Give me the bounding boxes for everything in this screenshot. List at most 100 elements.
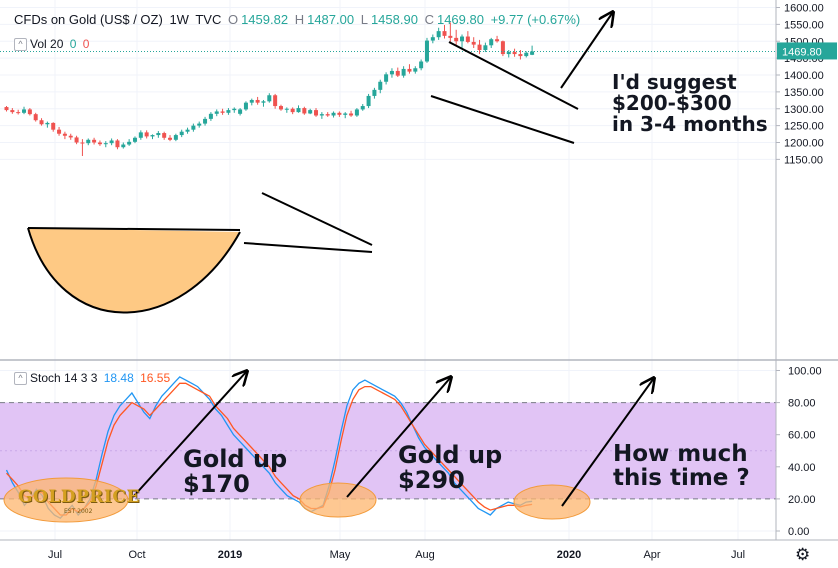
cup-rim: [27, 227, 241, 231]
candle-body: [197, 123, 202, 126]
candle-body: [191, 125, 196, 130]
price-tick-label: 1250.00: [784, 121, 824, 133]
up1-line-1: Gold up: [183, 445, 288, 473]
candle-body: [401, 68, 406, 76]
symbol-title[interactable]: CFDs on Gold (US$ / OZ): [14, 12, 163, 27]
how-much-annotation: How much this time ?: [613, 442, 750, 490]
candle-body: [354, 109, 359, 116]
highlight-ellipse: [3, 477, 129, 523]
candle-body: [214, 111, 219, 114]
candle-body: [27, 109, 32, 115]
time-tick-label: Jul: [731, 549, 745, 561]
flag-trendline: [430, 95, 575, 144]
time-tick-label: Aug: [415, 549, 435, 561]
price-axis-bg: [776, 0, 838, 568]
howmuch-line-1: How much: [613, 441, 748, 467]
candle-body: [337, 112, 342, 115]
arrow: [560, 12, 613, 89]
stoch-label[interactable]: Stoch 14 3 3: [30, 371, 98, 385]
candle-body: [506, 52, 511, 55]
price-tick-label: 1300.00: [784, 104, 824, 116]
collapse-icon[interactable]: ^: [14, 38, 27, 52]
candle-body: [162, 133, 167, 138]
gear-icon[interactable]: ⚙: [795, 545, 811, 564]
candle-body: [179, 131, 184, 136]
candle-body: [249, 99, 254, 103]
candle-body: [454, 37, 459, 42]
stoch-tick-label: 100.00: [788, 366, 822, 378]
candle-body: [80, 142, 85, 144]
candle-body: [273, 95, 278, 107]
flag-trendline: [261, 192, 373, 246]
candle-body: [378, 81, 383, 90]
stoch-k-value: 18.48: [103, 371, 134, 385]
candle-body: [92, 139, 97, 143]
cup-curve: [27, 227, 241, 314]
candle-body: [127, 141, 132, 145]
low-label: L: [360, 12, 368, 27]
candle-body: [349, 113, 354, 116]
candle-body: [261, 101, 266, 103]
up1-line-2: $170: [183, 470, 250, 499]
price-tick-label: 1200.00: [784, 138, 824, 150]
candle-body: [530, 51, 535, 55]
candle-body: [471, 41, 476, 45]
change-value: +9.77 (+0.67%): [490, 12, 581, 27]
exchange-label: TVC: [195, 12, 222, 27]
cup-shape: [27, 227, 241, 314]
candle-body: [325, 114, 330, 116]
candle-body: [331, 112, 336, 116]
highlight-ellipse: [513, 484, 591, 520]
candle-body: [413, 68, 418, 72]
volume-label[interactable]: Vol 20: [30, 37, 64, 51]
candle-body: [203, 118, 208, 124]
candle-body: [483, 45, 488, 51]
candle-body: [319, 114, 324, 116]
candle-body: [4, 107, 9, 111]
candle-body: [389, 70, 394, 75]
cup-fill: [28, 228, 240, 313]
candle-body: [308, 110, 313, 114]
price-tick-label: 1150.00: [784, 154, 823, 166]
low-value: 1458.90: [370, 12, 418, 27]
collapse-icon[interactable]: ^: [14, 372, 27, 386]
candle-body: [290, 108, 295, 113]
gold-up-170-annotation: Gold up $170: [183, 445, 288, 499]
highlight-ellipse: [299, 482, 377, 518]
volume-value-2: 0: [82, 37, 90, 51]
close-label: C: [424, 12, 434, 27]
candle-body: [395, 70, 400, 76]
suggestion-annotation: I'd suggest $200-$300 in 3-4 months: [612, 72, 768, 135]
candle-body: [132, 137, 137, 142]
candle-body: [97, 142, 102, 145]
last-price-label: 1469.80: [782, 46, 822, 58]
candle-body: [45, 122, 50, 125]
candle-body: [57, 129, 62, 134]
time-tick-label: 2020: [557, 549, 581, 561]
candle-body: [121, 144, 126, 148]
interval-label[interactable]: 1W: [169, 12, 189, 27]
chart-header: CFDs on Gold (US$ / OZ) 1W TVC O 1459.82 …: [14, 12, 583, 27]
flag-trendline: [243, 242, 373, 253]
time-tick-label: Jul: [48, 549, 62, 561]
time-tick-label: Oct: [128, 549, 145, 561]
candle-body: [465, 36, 470, 42]
stoch-tick-label: 60.00: [788, 430, 816, 442]
open-label: O: [227, 12, 239, 27]
candle-body: [366, 95, 371, 107]
volume-value-1: 0: [69, 37, 77, 51]
candle-body: [407, 68, 412, 72]
candle-body: [343, 113, 348, 115]
candle-body: [138, 132, 143, 138]
arrow: [346, 377, 451, 498]
candle-body: [477, 44, 482, 51]
logo-text: GOLDPRICE: [18, 487, 140, 507]
candle-body: [442, 31, 447, 36]
candle-body: [173, 135, 178, 140]
candle-body: [33, 114, 38, 121]
candle-body: [144, 132, 149, 137]
candle-body: [243, 102, 248, 110]
flag-trendline: [448, 41, 579, 110]
candle-body: [500, 41, 505, 55]
